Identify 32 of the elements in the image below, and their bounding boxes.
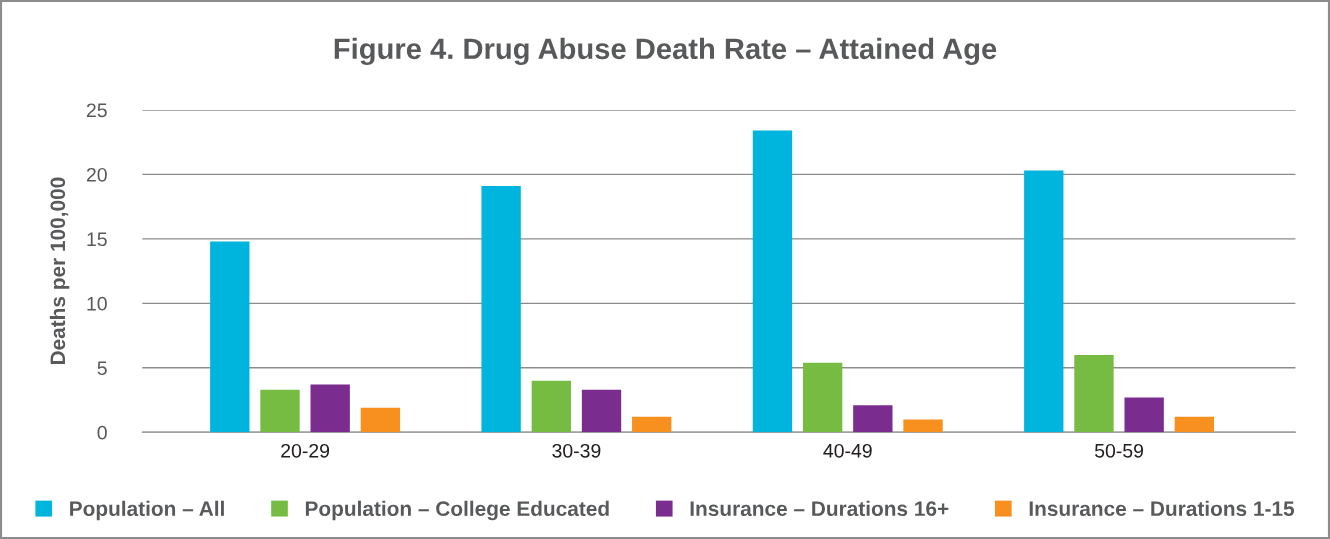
y-tick-label: 0 xyxy=(97,425,107,440)
y-tick-label: 20 xyxy=(86,167,107,182)
y-tick-label: 15 xyxy=(87,232,107,247)
legend-label: Insurance – Durations 16+ xyxy=(690,500,949,517)
bar xyxy=(581,389,622,433)
legend-label: Population – All xyxy=(70,500,224,521)
bar xyxy=(802,362,843,433)
bar xyxy=(1024,170,1064,433)
bar xyxy=(481,186,521,433)
bar xyxy=(1074,354,1114,433)
bar xyxy=(632,416,672,433)
bar xyxy=(360,407,401,433)
legend-label: Population – College Educated xyxy=(305,500,609,521)
x-tick-label: 50-59 xyxy=(1094,443,1144,458)
y-axis-title: Deaths per 100,000 xyxy=(49,177,70,365)
bar xyxy=(260,389,300,433)
x-tick-label: 30-39 xyxy=(552,443,601,458)
y-tick-label: 10 xyxy=(87,296,107,311)
bar xyxy=(1124,397,1164,433)
x-tick-label: 40-49 xyxy=(823,443,872,458)
x-tick-label: 20-29 xyxy=(281,443,330,458)
bar xyxy=(210,241,250,433)
legend-label: Insurance – Durations 1-15 xyxy=(1029,500,1295,517)
bar xyxy=(853,405,893,433)
chart-title: Figure 4. Drug Abuse Death Rate – Attained Age xyxy=(334,37,997,66)
bar xyxy=(903,419,943,433)
bar xyxy=(752,130,793,433)
bar xyxy=(531,380,571,433)
y-tick-label: 5 xyxy=(97,361,107,376)
bar xyxy=(310,384,350,433)
y-tick-label: 25 xyxy=(86,103,107,118)
bar xyxy=(1174,416,1215,433)
